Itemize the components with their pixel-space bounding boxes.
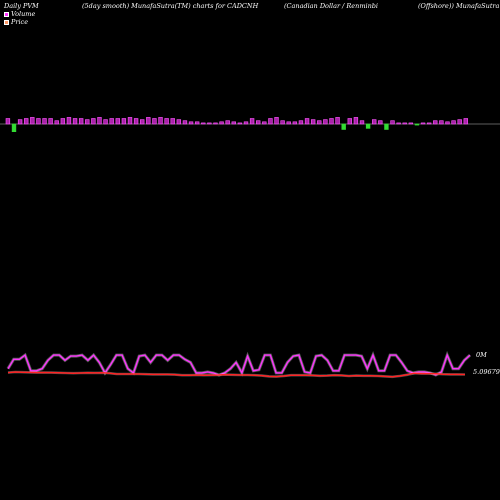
volume-bar — [359, 120, 365, 125]
volume-bar — [365, 123, 371, 129]
legend-volume-label: Volume — [11, 10, 36, 18]
volume-bar — [188, 121, 194, 125]
volume-bar — [292, 121, 298, 125]
volume-bar — [158, 117, 163, 125]
volume-bar — [219, 121, 224, 125]
volume-bar — [457, 119, 462, 125]
price-line — [7, 371, 466, 378]
chart-title-right: (Offshore)) MunafaSutra.com — [418, 2, 500, 10]
volume-line — [7, 353, 471, 376]
volume-bar — [164, 118, 169, 125]
volume-bar — [310, 119, 316, 125]
volume-bar — [329, 118, 334, 125]
volume-price-lines-panel — [6, 350, 472, 379]
chart-title-center-left: (5day smooth) MunafaSutra(TM) charts for… — [82, 2, 259, 10]
volume-bar — [372, 119, 377, 125]
volume-bar — [85, 119, 90, 125]
volume-bar — [426, 122, 432, 125]
volume-bar — [207, 122, 212, 125]
chart-title-center-right: (Canadian Dollar / Renminbi — [284, 2, 378, 10]
volume-bar — [317, 120, 322, 125]
volume-bar — [378, 120, 383, 125]
volume-axis-label: 0M — [476, 351, 487, 359]
volume-bar — [121, 118, 127, 125]
volume-bar — [127, 117, 133, 125]
volume-bar — [182, 120, 188, 125]
volume-bar — [78, 118, 84, 125]
volume-bar — [408, 122, 414, 125]
volume-bar — [109, 118, 114, 125]
legend-volume-swatch — [4, 11, 9, 17]
volume-bar — [176, 119, 182, 125]
volume-bar — [36, 118, 41, 125]
volume-bar — [133, 118, 139, 125]
volume-bar — [152, 118, 157, 125]
volume-bars-panel — [0, 117, 500, 132]
volume-bar — [213, 122, 218, 125]
volume-bar — [274, 117, 279, 125]
volume-bar — [414, 123, 420, 126]
volume-bar — [286, 121, 291, 125]
volume-bar — [231, 121, 236, 125]
volume-bar — [341, 123, 346, 130]
volume-bar — [384, 123, 389, 130]
volume-bar — [91, 118, 96, 125]
volume-bar — [5, 118, 11, 125]
volume-bar — [249, 118, 255, 125]
volume-bar — [72, 118, 78, 125]
legend-price-swatch — [4, 19, 9, 25]
volume-bar — [146, 117, 151, 125]
volume-bar — [347, 118, 352, 125]
volume-bar — [17, 119, 23, 125]
right-axis-labels: 0M 5.09679 — [473, 351, 500, 376]
volume-bar — [433, 120, 438, 125]
legend-price-label: Price — [11, 18, 29, 26]
legend-price: Price — [4, 18, 28, 26]
volume-bar — [323, 119, 328, 125]
volume-bar — [54, 120, 59, 125]
volume-bar — [390, 120, 395, 125]
volume-bar — [256, 120, 261, 125]
price-axis-label: 5.09679 — [473, 368, 500, 376]
volume-bar — [11, 123, 17, 132]
volume-bar — [225, 120, 230, 125]
volume-bar — [170, 118, 175, 125]
volume-bar — [243, 121, 249, 125]
volume-bar — [463, 118, 468, 125]
volume-bar — [42, 118, 47, 125]
volume-bar — [402, 122, 407, 125]
volume-bar — [298, 120, 304, 125]
volume-bar — [420, 122, 426, 125]
chart-title-left: Daily PVM — [4, 2, 39, 10]
volume-bar — [24, 118, 29, 125]
volume-bar — [262, 121, 267, 125]
legend-volume: Volume — [4, 10, 35, 18]
volume-bar — [280, 120, 285, 125]
volume-bar — [353, 117, 359, 125]
volume-bar — [97, 117, 102, 125]
volume-bar — [304, 118, 310, 125]
volume-bar — [396, 122, 401, 125]
volume-bar — [66, 117, 72, 125]
volume-bar — [439, 120, 444, 125]
volume-bar — [60, 118, 66, 125]
volume-bar — [103, 119, 108, 125]
volume-bar — [451, 120, 456, 125]
volume-bar — [140, 119, 145, 125]
volume-bar — [30, 117, 35, 125]
volume-bar — [201, 122, 206, 125]
volume-bar — [445, 121, 450, 125]
volume-bar — [115, 118, 120, 125]
volume-bar — [268, 118, 273, 125]
volume-bar — [194, 121, 200, 125]
volume-bar — [335, 117, 340, 125]
volume-bar — [237, 122, 243, 125]
volume-bar — [48, 118, 53, 125]
